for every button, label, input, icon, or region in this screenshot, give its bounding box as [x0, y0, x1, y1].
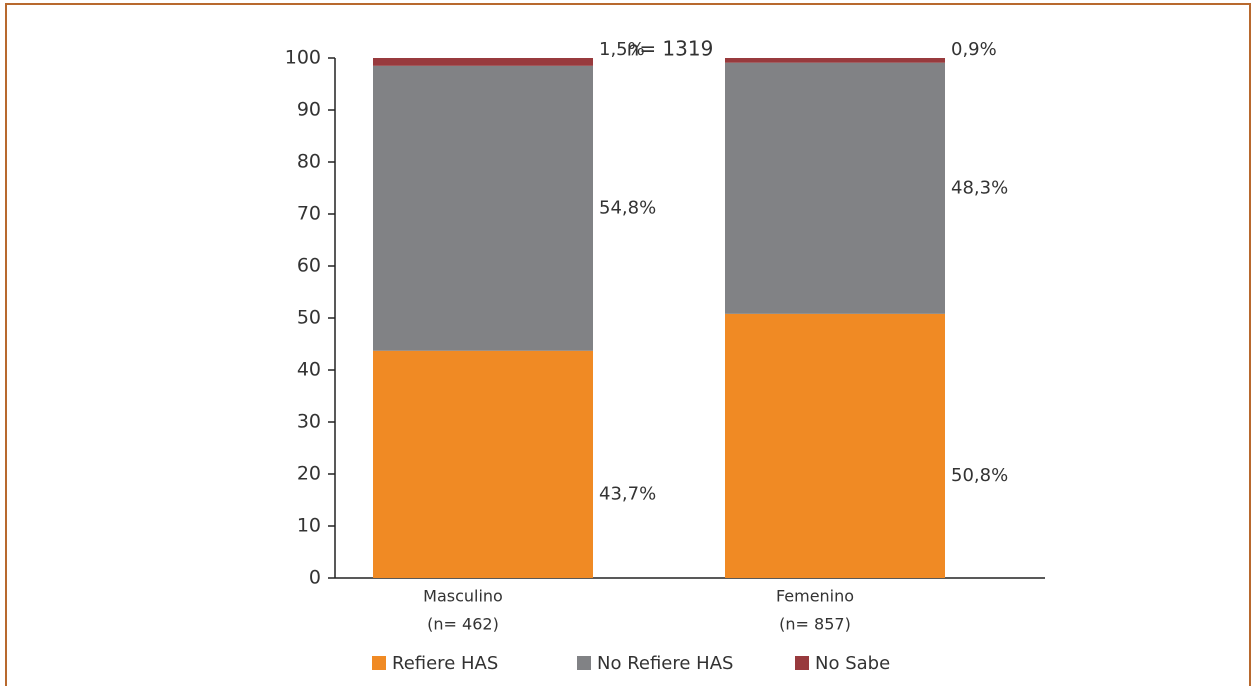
legend-label: No Sabe — [815, 653, 890, 674]
y-tick-label: 70 — [297, 203, 321, 225]
value-label: 1,5% — [599, 39, 645, 60]
legend-label: No Refiere HAS — [597, 653, 733, 674]
legend-swatch — [372, 656, 386, 670]
legend-swatch — [795, 656, 809, 670]
chart-title: n= 1319 — [627, 37, 714, 61]
value-label: 50,8% — [951, 465, 1008, 486]
y-tick-label: 0 — [309, 567, 321, 589]
legend-label: Refiere HAS — [392, 653, 498, 674]
bar-segment — [373, 58, 593, 66]
y-tick-label: 60 — [297, 255, 321, 277]
y-tick-label: 80 — [297, 151, 321, 173]
x-tick-sub: (n= 857) — [779, 615, 851, 634]
bar-segment — [725, 313, 945, 578]
bar-segment — [725, 58, 945, 63]
x-tick-sub: (n= 462) — [427, 615, 499, 634]
y-tick-label: 10 — [297, 515, 321, 537]
bar-segment — [373, 350, 593, 578]
y-tick-label: 50 — [297, 307, 321, 329]
value-label: 0,9% — [951, 39, 997, 60]
bar-segment — [373, 65, 593, 351]
y-tick-label: 90 — [297, 99, 321, 121]
y-tick-label: 40 — [297, 359, 321, 381]
x-tick-label: Femenino — [776, 587, 854, 606]
y-tick-label: 100 — [285, 47, 321, 69]
y-tick-label: 30 — [297, 411, 321, 433]
frame — [5, 3, 1251, 686]
bar-segment — [725, 62, 945, 314]
value-label: 43,7% — [599, 483, 656, 504]
x-tick-label: Masculino — [423, 587, 503, 606]
value-label: 54,8% — [599, 197, 656, 218]
y-tick-label: 20 — [297, 463, 321, 485]
legend-swatch — [577, 656, 591, 670]
value-label: 48,3% — [951, 177, 1008, 198]
